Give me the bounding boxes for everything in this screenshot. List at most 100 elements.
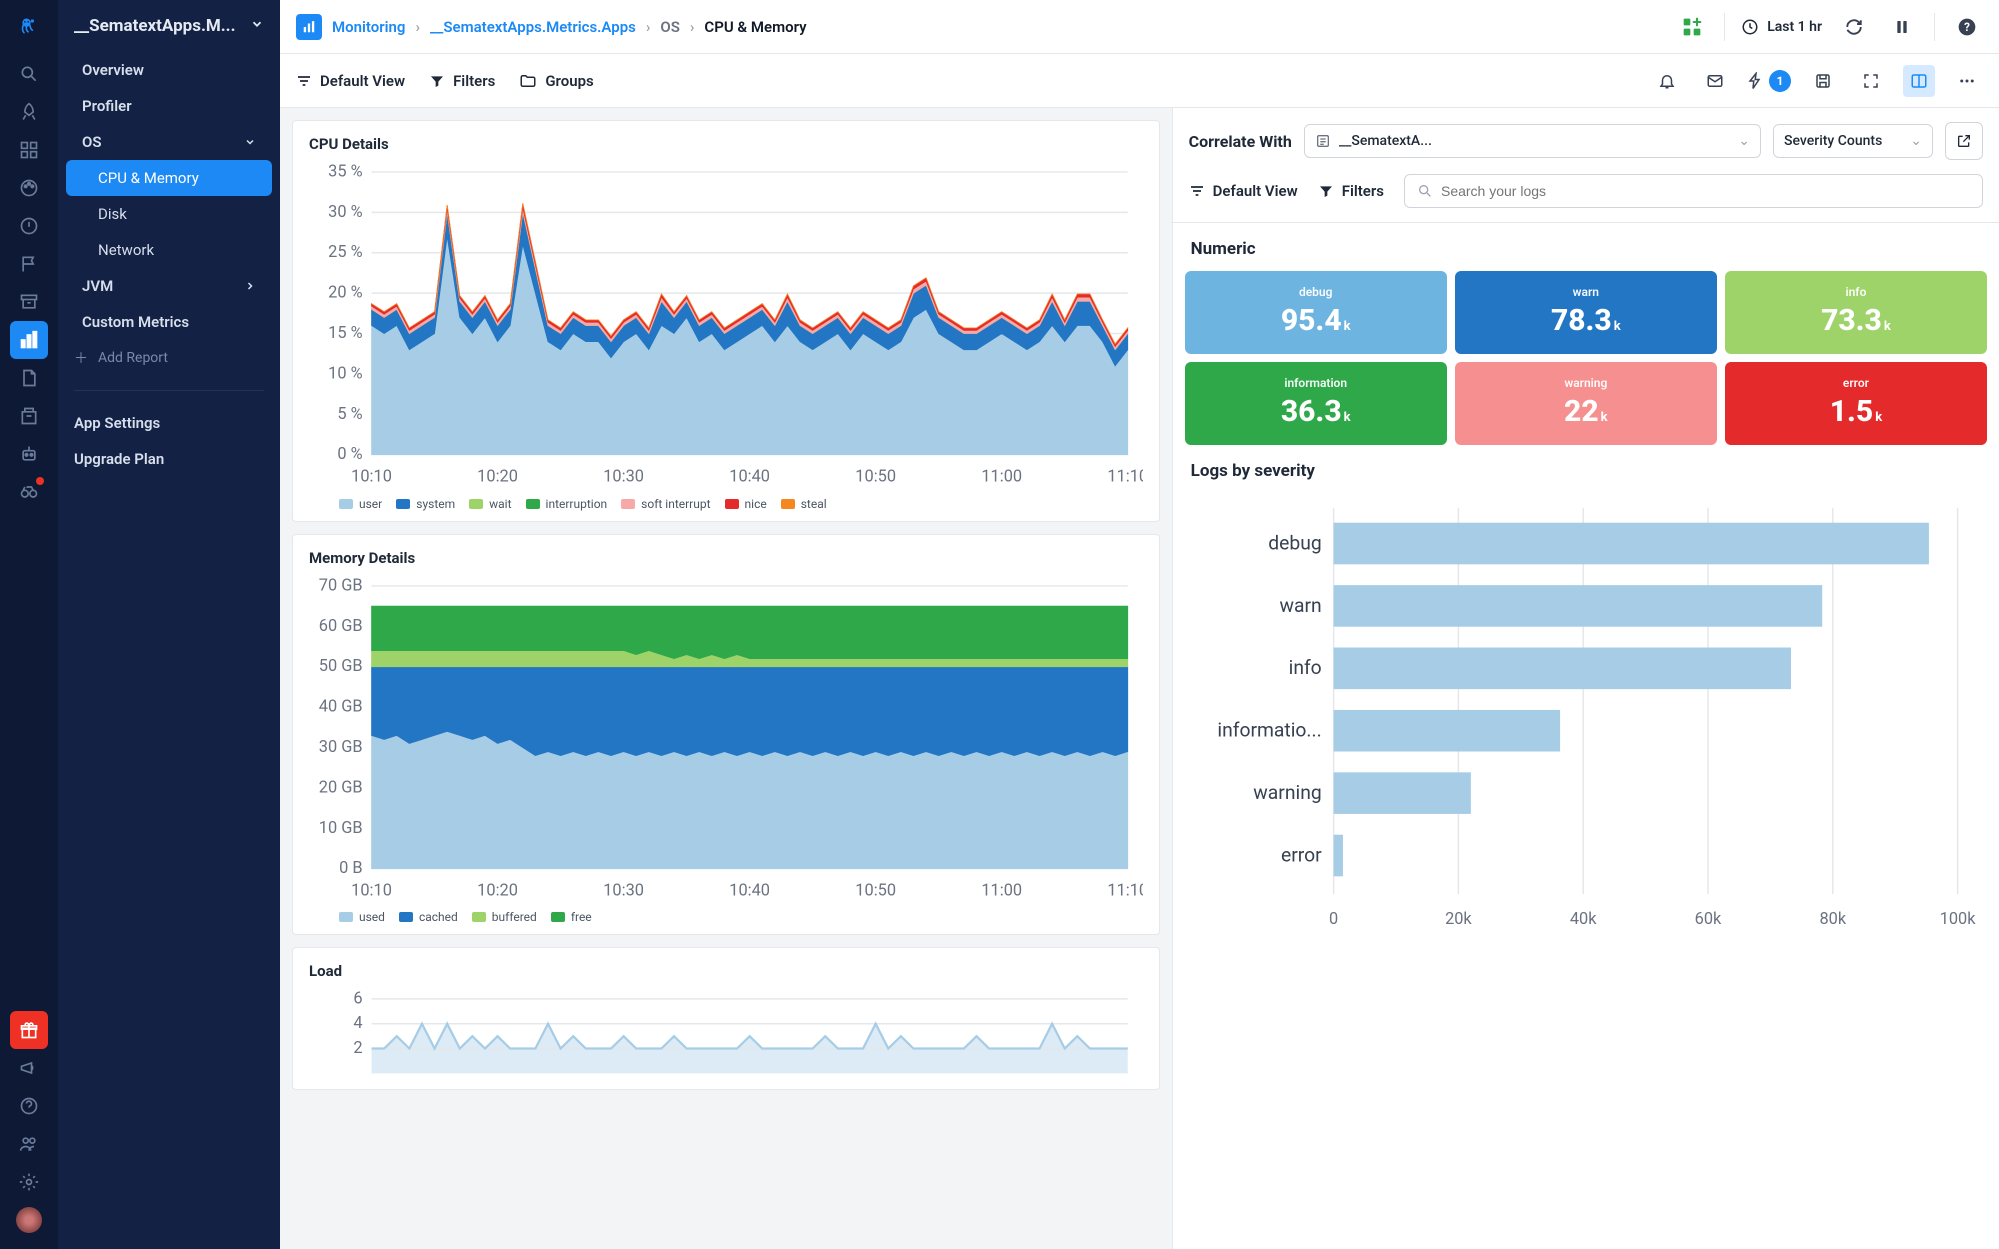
pause-button[interactable] [1886,11,1918,43]
svg-text:20 %: 20 % [328,283,362,302]
add-panel-button[interactable] [1676,11,1708,43]
app-selector[interactable]: __SematextApps.M... [58,6,280,52]
cpu-chart[interactable]: 5 %10 %15 %20 %25 %30 %35 %0 %10:1010:20… [309,163,1143,491]
groups-button[interactable]: Groups [519,72,593,90]
svg-text:info: info [1288,656,1321,679]
file-icon[interactable] [10,359,48,397]
breadcrumb-app[interactable]: __SematextApps.Metrics.Apps [430,18,636,36]
events-badge: 1 [1769,70,1791,92]
correlate-app-label: __SematextA... [1339,133,1432,149]
sidebar-item-os[interactable]: OS [66,124,272,160]
sidebar-item-upgrade-plan[interactable]: Upgrade Plan [74,441,264,477]
log-search-input[interactable] [1404,174,1983,208]
alert-icon[interactable] [10,207,48,245]
app-name: __SematextApps.M... [74,16,236,36]
correlate-column: Correlate With __SematextA... ⌄ Severity… [1172,108,1999,1249]
time-range-label: Last 1 hr [1767,19,1822,35]
help-icon[interactable] [10,1087,48,1125]
sidebar-item-app-settings[interactable]: App Settings [74,405,264,441]
memory-chart[interactable]: 10 GB20 GB30 GB40 GB50 GB60 GB70 GB0 B10… [309,577,1143,905]
svg-text:40 GB: 40 GB [319,696,363,715]
svg-text:60k: 60k [1694,909,1721,928]
chart-icon[interactable] [10,321,48,359]
tile-info[interactable]: info73.3k [1725,271,1987,354]
correlate-filters-button[interactable]: Filters [1318,182,1384,200]
sidebar-item-profiler[interactable]: Profiler [66,88,272,124]
legend-used[interactable]: used [339,910,385,924]
people-icon[interactable] [10,1125,48,1163]
severity-chart[interactable]: 020k40k60k80k100kdebugwarninfoinformatio… [1173,493,1999,951]
legend-free[interactable]: free [551,910,592,924]
more-button[interactable] [1951,65,1983,97]
fullscreen-button[interactable] [1855,65,1887,97]
grid-icon[interactable] [10,131,48,169]
correlate-view-selector[interactable]: Default View [1189,182,1298,200]
legend-interruption[interactable]: interruption [526,497,608,511]
legend-wait[interactable]: wait [469,497,511,511]
correlate-title: Correlate With [1189,132,1292,151]
avatar-icon[interactable] [10,1201,48,1239]
chevron-right-icon: › [646,18,651,36]
svg-text:30 %: 30 % [328,202,362,221]
legend-buffered[interactable]: buffered [472,910,537,924]
load-panel: Load 246 [292,947,1160,1090]
legend-steal[interactable]: steal [781,497,827,511]
refresh-button[interactable] [1838,11,1870,43]
filters-button[interactable]: Filters [429,72,495,90]
alerts-button[interactable] [1651,65,1683,97]
target-icon[interactable] [10,397,48,435]
palette-icon[interactable] [10,169,48,207]
tile-error[interactable]: error1.5k [1725,362,1987,445]
mail-button[interactable] [1699,65,1731,97]
correlate-app-select[interactable]: __SematextA... ⌄ [1304,124,1761,158]
megaphone-icon[interactable] [10,1049,48,1087]
svg-text:20 GB: 20 GB [319,777,363,796]
tile-warn[interactable]: warn78.3k [1455,271,1717,354]
save-button[interactable] [1807,65,1839,97]
gift-icon[interactable] [10,1011,48,1049]
help-button[interactable]: ? [1951,11,1983,43]
sidebar-item-cpu-memory[interactable]: CPU & Memory [66,160,272,196]
svg-text:?: ? [1964,20,1970,34]
sidebar-item-jvm[interactable]: JVM [66,268,272,304]
add-report-label: Add Report [98,350,168,366]
events-button[interactable]: 1 [1747,65,1791,97]
tile-warning[interactable]: warning22k [1455,362,1717,445]
svg-text:10:10: 10:10 [351,467,392,486]
open-external-button[interactable] [1945,122,1983,160]
svg-text:4: 4 [353,1013,362,1032]
split-view-button[interactable] [1903,65,1935,97]
sidebar-item-network[interactable]: Network [66,232,272,268]
breadcrumb-section[interactable]: OS [660,18,680,36]
binoculars-icon[interactable] [10,473,48,511]
add-report-button[interactable]: ＋ Add Report [58,340,280,376]
search-icon[interactable] [10,55,48,93]
time-range-picker[interactable]: Last 1 hr [1741,18,1822,36]
robot-icon[interactable] [10,435,48,473]
legend-system[interactable]: system [396,497,455,511]
svg-text:20k: 20k [1445,909,1472,928]
sidebar-item-overview[interactable]: Overview [66,52,272,88]
view-selector[interactable]: Default View [296,72,405,90]
load-chart[interactable]: 246 [309,990,1143,1079]
chevron-down-icon: ⌄ [1910,133,1922,149]
sidebar-item-custom-metrics[interactable]: Custom Metrics [66,304,272,340]
gear-icon[interactable] [10,1163,48,1201]
correlate-view-select[interactable]: Severity Counts ⌄ [1773,124,1933,158]
logo-icon[interactable] [19,10,39,43]
legend-cached[interactable]: cached [399,910,458,924]
legend-soft-interrupt[interactable]: soft interrupt [621,497,710,511]
legend-user[interactable]: user [339,497,382,511]
rocket-icon[interactable] [10,93,48,131]
breadcrumb-root[interactable]: Monitoring [332,18,405,36]
legend-nice[interactable]: nice [725,497,767,511]
cpu-legend: user system wait interruption soft interrupt… [309,491,1143,511]
tile-information[interactable]: information36.3k [1185,362,1447,445]
tile-debug[interactable]: debug95.4k [1185,271,1447,354]
archive-icon[interactable] [10,283,48,321]
severity-title: Logs by severity [1173,445,1999,493]
flag-icon[interactable] [10,245,48,283]
memory-panel: Memory Details 10 GB20 GB30 GB40 GB50 GB… [292,534,1160,936]
log-search-field[interactable] [1441,183,1970,199]
sidebar-item-disk[interactable]: Disk [66,196,272,232]
